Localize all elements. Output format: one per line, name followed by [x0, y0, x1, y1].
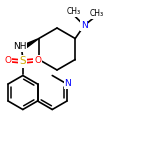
Text: O: O: [34, 56, 41, 65]
Polygon shape: [24, 38, 39, 48]
Text: N: N: [81, 21, 88, 30]
Text: CH₃: CH₃: [67, 7, 81, 16]
Text: N: N: [65, 79, 71, 88]
Text: S: S: [19, 57, 26, 67]
Text: NH: NH: [13, 42, 27, 51]
Text: CH₃: CH₃: [90, 9, 104, 18]
Text: O: O: [4, 56, 11, 65]
